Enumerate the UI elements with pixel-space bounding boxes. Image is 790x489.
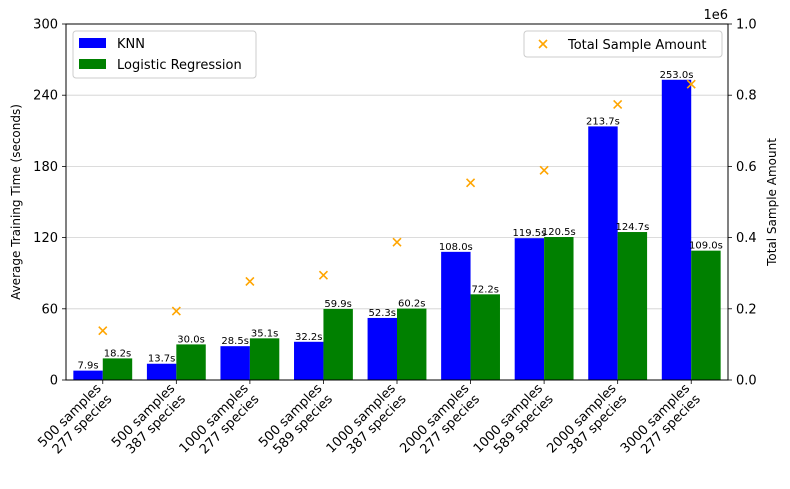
- bar-label-knn: 119.5s: [512, 228, 546, 239]
- legend-swatch: [79, 59, 106, 69]
- marker-stroke: [465, 178, 476, 188]
- legend-right-box: [523, 30, 723, 58]
- marker-stroke: [98, 326, 108, 336]
- bar-logistic-regression: [470, 294, 500, 380]
- bar-knn: [514, 238, 545, 380]
- y-right-tick-label: 0.6: [736, 160, 757, 175]
- bars: [73, 79, 721, 381]
- y-tick-label: 240: [33, 89, 58, 104]
- legend-label: Total Sample Amount: [567, 38, 706, 53]
- y-right-tick-label: 1.0: [736, 18, 757, 33]
- marker-total-sample-amount: [465, 178, 476, 188]
- y-tick-label: 120: [33, 231, 58, 246]
- legend-label: KNN: [117, 37, 145, 52]
- y-axis-label-left: Average Training Time (seconds): [9, 104, 23, 300]
- bar-label-knn: 52.3s: [369, 308, 396, 319]
- marker-stroke: [538, 39, 548, 49]
- bar-knn: [146, 363, 177, 380]
- bar-knn: [294, 341, 324, 380]
- bar-knn: [661, 79, 692, 381]
- bar-label-knn: 28.5s: [221, 336, 248, 347]
- x-tick-label: 1000 samples589 species: [471, 381, 557, 467]
- bar-logistic-regression: [249, 338, 280, 380]
- marker-total-sample-amount: [392, 237, 402, 247]
- y-right-tick-label: 0.4: [736, 231, 757, 246]
- marker-stroke: [245, 276, 255, 286]
- legend-marker: [538, 39, 548, 49]
- y-right-tick-label: 0.8: [736, 89, 757, 104]
- bar-label-logistic-regression: 30.0s: [177, 334, 204, 345]
- bar-knn: [441, 251, 471, 380]
- bar-value-labels: 7.9s 13.7s 28.5s 32.2s 52.3s 108.0s 119.5s 213.…: [78, 70, 723, 372]
- marker-total-sample-amount: [245, 276, 255, 286]
- bar-logistic-regression: [323, 308, 353, 380]
- bar-label-logistic-regression: 120.5s: [542, 227, 576, 238]
- bar-label-knn: 108.0s: [439, 242, 473, 253]
- bar-logistic-regression: [617, 232, 648, 380]
- bar-label-logistic-regression: 72.2s: [472, 284, 499, 295]
- bar-label-logistic-regression: 59.9s: [324, 299, 351, 310]
- x-tick-label: 3000 samples277 species: [618, 381, 704, 467]
- legend-swatch: [79, 38, 106, 48]
- right-y-axis: 0.0 0.2 0.4 0.6 0.8 1.0: [728, 18, 757, 389]
- legend-left: KNN Logistic Regression: [72, 30, 257, 79]
- bar-label-logistic-regression: 18.2s: [104, 348, 131, 359]
- sample-amount-markers: [98, 79, 696, 336]
- y-tick-label: 180: [33, 160, 58, 175]
- bar-label-logistic-regression: 124.7s: [615, 222, 649, 233]
- marker-total-sample-amount: [98, 326, 108, 336]
- marker-stroke: [392, 237, 402, 247]
- marker-total-sample-amount: [318, 270, 329, 280]
- marker-total-sample-amount: [613, 99, 623, 110]
- bar-label-logistic-regression: 60.2s: [398, 299, 425, 310]
- x-tick-label: 2000 samples277 species: [397, 381, 483, 467]
- left-y-axis: 0 60 120 180 240 300: [33, 18, 66, 389]
- y-right-tick-label: 0.0: [736, 374, 757, 389]
- bar-label-knn: 7.9s: [78, 361, 99, 372]
- y-axis-label-right: Total Sample Amount: [765, 138, 779, 267]
- y-tick-label: 300: [33, 18, 58, 33]
- legend-right: Total Sample Amount: [523, 30, 723, 58]
- legend-label: Logistic Regression: [117, 58, 242, 73]
- x-tick-label: 1000 samples277 species: [177, 381, 263, 467]
- bar-logistic-regression: [691, 250, 721, 380]
- y-right-tick-label: 0.2: [736, 302, 757, 317]
- bar-label-knn: 32.2s: [295, 332, 322, 343]
- marker-total-sample-amount: [539, 165, 549, 175]
- x-tick-label: 2000 samples387 species: [544, 381, 630, 467]
- bar-label-logistic-regression: 109.0s: [689, 241, 723, 252]
- bar-knn: [367, 317, 397, 380]
- y-tick-label: 60: [41, 302, 58, 317]
- marker-stroke: [613, 99, 623, 110]
- bar-knn: [73, 370, 103, 380]
- bar-logistic-regression: [102, 358, 133, 380]
- marker-total-sample-amount: [686, 79, 696, 89]
- x-tick-label: 1000 samples387 species: [324, 381, 410, 467]
- bar-label-logistic-regression: 35.1s: [251, 328, 278, 339]
- bar-logistic-regression: [397, 308, 427, 380]
- bar-logistic-regression: [176, 344, 206, 380]
- bar-logistic-regression: [544, 237, 574, 380]
- legend-left-box: [72, 30, 257, 79]
- bar-label-knn: 253.0s: [660, 70, 694, 81]
- right-axis-offset-text: 1e6: [703, 8, 728, 23]
- x-tick-label: 500 samples589 species: [256, 381, 336, 461]
- y-tick-label: 0: [50, 374, 58, 389]
- marker-stroke: [539, 165, 549, 175]
- marker-stroke: [686, 79, 696, 89]
- bar-label-knn: 213.7s: [586, 116, 620, 127]
- bar-label-knn: 13.7s: [148, 354, 175, 365]
- bar-knn: [588, 126, 618, 380]
- x-tick-label: 500 samples387 species: [109, 381, 189, 461]
- marker-stroke: [318, 270, 329, 280]
- marker-stroke: [171, 306, 181, 316]
- x-tick-label: 500 samples277 species: [35, 381, 115, 461]
- marker-total-sample-amount: [171, 306, 181, 316]
- bar-knn: [220, 346, 250, 380]
